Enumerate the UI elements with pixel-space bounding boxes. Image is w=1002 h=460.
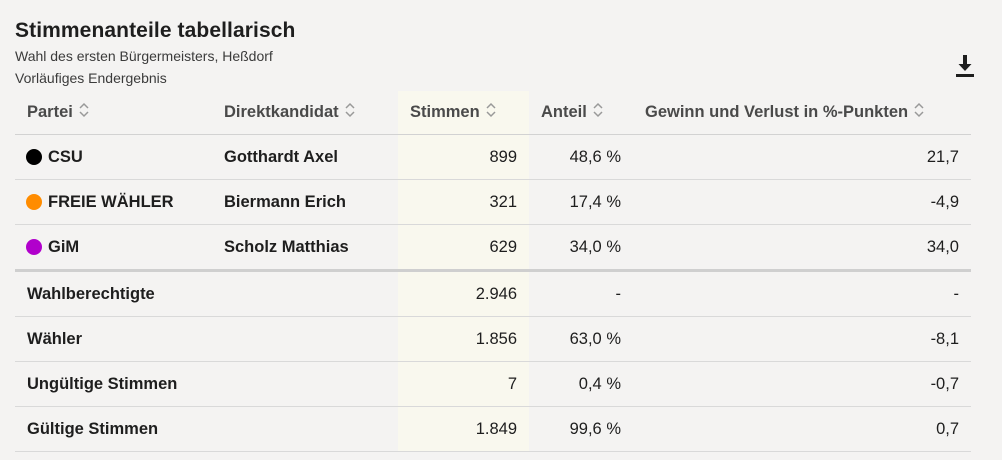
change-cell: -0,7 — [633, 361, 971, 407]
sort-icon — [914, 102, 924, 123]
candidate-cell: Gotthardt Axel — [212, 134, 398, 180]
sort-icon — [593, 102, 603, 123]
share-cell: 34,0 % — [529, 224, 633, 271]
column-header-direktkandidat[interactable]: Direktkandidat — [212, 91, 398, 135]
table-row: CSU Gotthardt Axel 899 48,6 % 21,7 — [15, 134, 971, 180]
share-cell: - — [529, 269, 633, 317]
votes-cell: 1.849 — [398, 406, 529, 452]
party-cell: GiM — [15, 224, 212, 271]
votes-cell: 899 — [398, 134, 529, 180]
votes-cell: 1.856 — [398, 316, 529, 362]
results-table: Partei Direktkandidat Stimmen Anteil Gew… — [15, 91, 971, 452]
column-header-gewinn-verlust[interactable]: Gewinn und Verlust in %-Punkten — [633, 91, 971, 135]
column-header-anteil[interactable]: Anteil — [529, 91, 633, 135]
change-cell: 21,7 — [633, 134, 971, 180]
summary-row: Wahlberechtigte 2.946 - - — [15, 269, 971, 317]
share-cell: 0,4 % — [529, 361, 633, 407]
change-cell: 34,0 — [633, 224, 971, 271]
candidate-cell: Biermann Erich — [212, 179, 398, 225]
change-cell: - — [633, 269, 971, 317]
sort-icon — [345, 102, 355, 123]
change-cell: 0,7 — [633, 406, 971, 452]
sort-icon — [79, 102, 89, 123]
table-row: FREIE WÄHLER Biermann Erich 321 17,4 % -… — [15, 179, 971, 225]
party-cell: FREIE WÄHLER — [15, 179, 212, 225]
votes-cell: 321 — [398, 179, 529, 225]
table-row: GiM Scholz Matthias 629 34,0 % 34,0 — [15, 224, 971, 271]
summary-label: Wahlberechtigte — [15, 269, 398, 317]
change-cell: -4,9 — [633, 179, 971, 225]
download-icon — [956, 55, 974, 77]
candidate-cell: Scholz Matthias — [212, 224, 398, 271]
share-cell: 17,4 % — [529, 179, 633, 225]
column-header-stimmen[interactable]: Stimmen — [398, 91, 529, 135]
page-title: Stimmenanteile tabellarisch — [15, 19, 296, 42]
party-color-dot — [26, 148, 42, 165]
party-cell: CSU — [15, 134, 212, 180]
party-color-dot — [26, 193, 42, 210]
votes-cell: 2.946 — [398, 269, 529, 317]
party-color-dot — [26, 238, 42, 255]
share-cell: 63,0 % — [529, 316, 633, 362]
change-cell: -8,1 — [633, 316, 971, 362]
page-subtitle: Wahl des ersten Bürgermeisters, Heßdorf — [15, 48, 273, 64]
summary-row: Wähler 1.856 63,0 % -8,1 — [15, 316, 971, 362]
result-status: Vorläufiges Endergebnis — [15, 70, 167, 86]
column-header-partei[interactable]: Partei — [15, 91, 212, 135]
download-button[interactable] — [953, 53, 977, 79]
summary-label: Gültige Stimmen — [15, 406, 398, 452]
summary-row: Gültige Stimmen 1.849 99,6 % 0,7 — [15, 406, 971, 452]
summary-row: Ungültige Stimmen 7 0,4 % -0,7 — [15, 361, 971, 407]
votes-cell: 7 — [398, 361, 529, 407]
votes-cell: 629 — [398, 224, 529, 271]
sort-icon — [486, 102, 496, 123]
table-header-row: Partei Direktkandidat Stimmen Anteil Gew… — [15, 91, 971, 135]
share-cell: 48,6 % — [529, 134, 633, 180]
summary-label: Ungültige Stimmen — [15, 361, 398, 407]
summary-label: Wähler — [15, 316, 398, 362]
share-cell: 99,6 % — [529, 406, 633, 452]
